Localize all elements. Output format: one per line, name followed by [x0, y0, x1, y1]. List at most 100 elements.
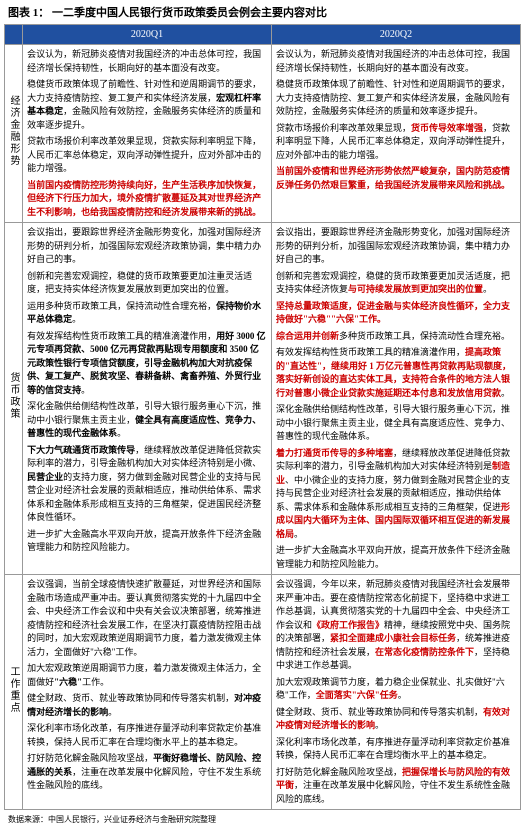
section-label: 工作重点	[5, 575, 23, 810]
comparison-table: 2020Q1 2020Q2 经济金融形势会议认为，新冠肺炎疫情对我国经济的冲击总…	[4, 24, 521, 810]
paragraph: 会议认为，新冠肺炎疫情对我国经济的冲击总体可控，我国经济增长保持韧性，长期向好的…	[27, 48, 267, 75]
paragraph: 进一步扩大金融高水平双向开放，提高开放条件下经济金融管理能力和防控风险能力。	[276, 544, 516, 571]
text-segment: 深化利率市场化改革，有序推进存量浮动利率贷款定价基准转换，保持人民币汇率在合理均…	[27, 723, 261, 747]
paragraph: 会议指出，要跟踪世界经济金融形势变化，加强对国际经济形势的研判分析，加强国际宏观…	[276, 226, 516, 267]
paragraph: 稳健货币政策体现了前瞻性、针对性和逆周期调节的要求，大力支持疫情防控、复工复产和…	[276, 78, 516, 119]
text-segment: 《政府工作报告》	[312, 620, 384, 630]
text-segment: 民营企业	[27, 472, 63, 482]
paragraph: 加大宏观政策调节力度，着力稳企业保就业、扎实做好"六稳"工作，全面落实"六保"任…	[276, 676, 516, 703]
paragraph: 当前国内疫情防控形势持续向好，生产生活秩序加快恢复，但经济下行压力加大，境外疫情…	[27, 179, 267, 220]
content-cell: 会议认为，新冠肺炎疫情对我国经济的冲击总体可控，我国经济增长保持韧性，长期向好的…	[23, 45, 272, 223]
text-segment: 多种货币政策工具，保持流动性合理充裕。	[339, 331, 510, 341]
content-cell: 会议认为，新冠肺炎疫情对我国经济的冲击总体可控，我国经济增长保持韧性，长期向好的…	[272, 45, 521, 223]
paragraph: 创新和完善宏观调控，稳健的货币政策要更加注重灵活适度，把支持实体经济恢复发展放到…	[27, 270, 267, 297]
text-segment: ，金融风险有效防控，金融服务实体经济的质量和效率逐步提升。	[27, 106, 261, 130]
text-segment: 会议认为，新冠肺炎疫情对我国经济的冲击总体可控，我国经济增长保持韧性，长期向好的…	[27, 49, 261, 73]
text-segment: 打好防范化解金融风险攻坚战，	[27, 753, 153, 763]
text-segment: 会议指出，要跟踪世界经济金融形势变化，加强对国际经济形势的研判分析，加强国际宏观…	[27, 227, 261, 264]
paragraph: 进一步扩大金融高水平双向开放，提高开放条件下经济金融管理能力和防控风险能力。	[27, 528, 267, 555]
text-segment: 在常态化疫情防控条件下	[375, 647, 474, 657]
paragraph: 会议强调，当前全球疫情快速扩散蔓延，对世界经济和国际金融市场造成严重冲击。要认真…	[27, 578, 267, 659]
header-q1: 2020Q1	[23, 25, 272, 45]
text-segment: 。	[294, 529, 303, 539]
text-segment: 打好防范化解金融风险攻坚战，	[276, 767, 402, 777]
text-segment: 的支持力度，努力做到金融对民营企业的支持与民营企业对经济社会发展的贡献相适应，推…	[27, 472, 261, 523]
text-segment: 深化利率市场化改革，有序推进存量浮动利率贷款定价基准转换，保持人民币汇率在合理均…	[276, 737, 510, 761]
text-segment: 深化金融供给侧结构性改革，引导大银行服务重心下沉，推动中小银行聚焦主贡主业，健全…	[276, 404, 510, 441]
paragraph: 下大力气疏通货币政策传导，继续释放改革促进降低贷款实际利率的潜力，引导金融机构加…	[27, 444, 267, 525]
text-segment: 有效发挥结构性货币政策工具的精准滴灌作用，	[27, 331, 216, 341]
paragraph: 当前国外疫情和世界经济形势依然严峻复杂，国内防范疫情反弹任务仍然艰巨繁重，给我国…	[276, 165, 516, 192]
paragraph: 深化金融供给侧结构性改革，引导大银行服务重心下沉，推动中小银行聚焦主贡主业，健全…	[276, 403, 516, 444]
text-segment: 进一步扩大金融高水平双向开放，提高开放条件下经济金融管理能力和防控风险能力。	[276, 545, 510, 569]
paragraph: 着力打通货币传导的多种堵塞，继续释放改革促进降低贷款实际利率的潜力，引导金融机构…	[276, 447, 516, 542]
paragraph: 会议强调，今年以来，新冠肺炎疫情对我国经济社会发展带来严重冲击。要在疫情防控常态…	[276, 578, 516, 673]
text-segment: 贷款市场报价利率改革效果显现，贷款实际利率明显下降，人民币汇率总体稳定，双向浮动…	[27, 136, 261, 173]
text-segment: 运用多种货币政策工具，保持流动性合理充裕，	[27, 301, 216, 311]
paragraph: 有效发挥结构性货币政策工具的精准滴灌作用，提高政策的"直达性"，继续用好 1 万…	[276, 346, 516, 400]
paragraph: 会议指出，要跟踪世界经济金融形势变化，加强对国际经济形势的研判分析，加强国际宏观…	[27, 226, 267, 267]
text-segment: 进一步扩大金融高水平双向开放，提高开放条件下经济金融管理能力和防控风险能力。	[27, 529, 261, 553]
text-segment: 当前国外疫情和世界经济形势依然严峻复杂，国内防范疫情反弹任务仍然艰巨繁重，给我国…	[276, 166, 510, 190]
text-segment: ，注重在改革发展中化解风险，守住不发生系统性金融风险的底线。	[276, 780, 510, 804]
header-q2: 2020Q2	[272, 25, 521, 45]
text-segment: 贷款市场报价利率改革效果显现，	[276, 123, 411, 133]
content-cell: 会议指出，要跟踪世界经济金融形势变化，加强对国际经济形势的研判分析，加强国际宏观…	[23, 223, 272, 575]
paragraph: 深化金融供给侧结构性改革，引导大银行服务重心下沉，推动中小银行聚焦主贡主业，健全…	[27, 400, 267, 441]
text-segment: 。	[117, 428, 126, 438]
text-segment: 有效发挥结构性货币政策工具的精准滴灌作用，	[276, 347, 465, 357]
section-label: 货币政策	[5, 223, 23, 575]
content-cell: 会议强调，今年以来，新冠肺炎疫情对我国经济社会发展带来严重冲击。要在疫情防控常态…	[272, 575, 521, 810]
text-segment: 。	[81, 385, 90, 395]
text-segment: 健全财政、货币、就业等政策协同和传导落实机制，	[276, 707, 483, 717]
text-segment: "六稳"	[54, 677, 82, 687]
paragraph: 深化利率市场化改革，有序推进存量浮动利率贷款定价基准转换，保持人民币汇率在合理均…	[27, 722, 267, 749]
text-segment: 货币传导效率增强	[411, 123, 483, 133]
paragraph: 运用多种货币政策工具，保持流动性合理充裕，保持物价水平总体稳定。	[27, 300, 267, 327]
paragraph: 贷款市场报价利率改革效果显现，货币传导效率增强，贷款利率明显下降，人民币汇率总体…	[276, 122, 516, 163]
table-row: 货币政策会议指出，要跟踪世界经济金融形势变化，加强对国际经济形势的研判分析，加强…	[5, 223, 521, 575]
text-segment: 工作。	[82, 677, 109, 687]
table-title: 图表 1： 一二季度中国人民银行货币政策委员会例会主要内容对比	[4, 4, 521, 20]
paragraph: 稳健货币政策体现了前瞻性、针对性和逆周期调节的要求，大力支持疫情防控、复工复产和…	[27, 78, 267, 132]
text-segment: 健全财政、货币、就业等政策协同和传导落实机制，	[27, 693, 234, 703]
text-segment: 与可持续发展放到更加突出的位置	[348, 284, 483, 294]
section-label: 经济金融形势	[5, 45, 23, 223]
paragraph: 加大宏观政策逆周期调节力度，着力激发微观主体活力，全面做好"六稳"工作。	[27, 662, 267, 689]
text-segment: 。	[501, 388, 510, 398]
text-segment: 。	[108, 707, 117, 717]
paragraph: 有效发挥结构性货币政策工具的精准滴灌作用，用好 3000 亿元专项再贷款、500…	[27, 330, 267, 398]
text-segment: 紧扣全面建成小康社会目标任务	[330, 633, 456, 643]
text-segment: 、中小微企业的支持力度，努力做到金融对民营企业的支持与民营企业对经济社会发展的贡…	[276, 475, 510, 512]
header-spacer	[5, 25, 23, 45]
text-segment: 创新和完善宏观调控，稳健的货币政策要更加注重灵活适度，把支持实体经济恢复发展放到…	[27, 271, 252, 295]
text-segment: 当前国内疫情防控形势持续向好，生产生活秩序加快恢复，但经济下行压力加大，境外疫情…	[27, 180, 261, 217]
text-segment: 。	[398, 690, 407, 700]
paragraph: 打好防范化解金融风险攻坚战，把握保增长与防风险的有效平衡，注重在改革发展中化解风…	[276, 766, 516, 807]
text-segment: 稳健货币政策体现了前瞻性、针对性和逆周期调节的要求，大力支持疫情防控、复工复产和…	[276, 79, 510, 116]
paragraph: 会议认为，新冠肺炎疫情对我国经济的冲击总体可控，我国经济增长保持韧性，长期向好的…	[276, 48, 516, 75]
text-segment: 会议认为，新冠肺炎疫情对我国经济的冲击总体可控，我国经济增长保持韧性，长期向好的…	[276, 49, 510, 73]
content-cell: 会议强调，当前全球疫情快速扩散蔓延，对世界经济和国际金融市场造成严重冲击。要认真…	[23, 575, 272, 810]
paragraph: 打好防范化解金融风险攻坚战，平衡好稳增长、防风险、控通胀的关系，注重在改革发展中…	[27, 752, 267, 793]
text-segment: 综合运用并创新	[276, 331, 339, 341]
table-row: 经济金融形势会议认为，新冠肺炎疫情对我国经济的冲击总体可控，我国经济增长保持韧性…	[5, 45, 521, 223]
paragraph: 健全财政、货币、就业等政策协同和传导落实机制，对冲疫情对经济增长的影响。	[27, 692, 267, 719]
content-cell: 会议指出，要跟踪世界经济金融形势变化，加强对国际经济形势的研判分析，加强国际宏观…	[272, 223, 521, 575]
text-segment: 会议指出，要跟踪世界经济金融形势变化，加强对国际经济形势的研判分析，加强国际宏观…	[276, 227, 510, 264]
table-row: 工作重点会议强调，当前全球疫情快速扩散蔓延，对世界经济和国际金融市场造成严重冲击…	[5, 575, 521, 810]
paragraph: 创新和完善宏观调控，稳健的货币政策要更加灵活适度，把支持实体经济恢复与可持续发展…	[276, 270, 516, 297]
paragraph: 健全财政、货币、就业等政策协同和传导落实机制，有效对冲疫情对经济增长的影响。	[276, 706, 516, 733]
data-source: 数据来源：中国人民银行，兴业证券经济与金融研究院整理	[4, 814, 521, 825]
text-segment: 会议强调，当前全球疫情快速扩散蔓延，对世界经济和国际金融市场造成严重冲击。要认真…	[27, 579, 261, 657]
text-segment: 。	[375, 720, 384, 730]
text-segment: 坚持总量政策适度，促进金融与实体经济良性循环，全力支持做好"六稳""六保"工作。	[276, 301, 510, 325]
paragraph: 贷款市场报价利率改革效果显现，贷款实际利率明显下降，人民币汇率总体稳定，双向浮动…	[27, 135, 267, 176]
text-segment: 全面落实"六保"任务	[316, 690, 398, 700]
paragraph: 深化利率市场化改革，有序推进存量浮动利率贷款定价基准转换，保持人民币汇率在合理均…	[276, 736, 516, 763]
text-segment: 。	[483, 284, 492, 294]
paragraph: 坚持总量政策适度，促进金融与实体经济良性循环，全力支持做好"六稳""六保"工作。	[276, 300, 516, 327]
paragraph: 综合运用并创新多种货币政策工具，保持流动性合理充裕。	[276, 330, 516, 344]
text-segment: 着力打通货币传导的多种堵塞	[276, 448, 393, 458]
text-segment: 下大力气疏通货币政策传导	[27, 445, 135, 455]
